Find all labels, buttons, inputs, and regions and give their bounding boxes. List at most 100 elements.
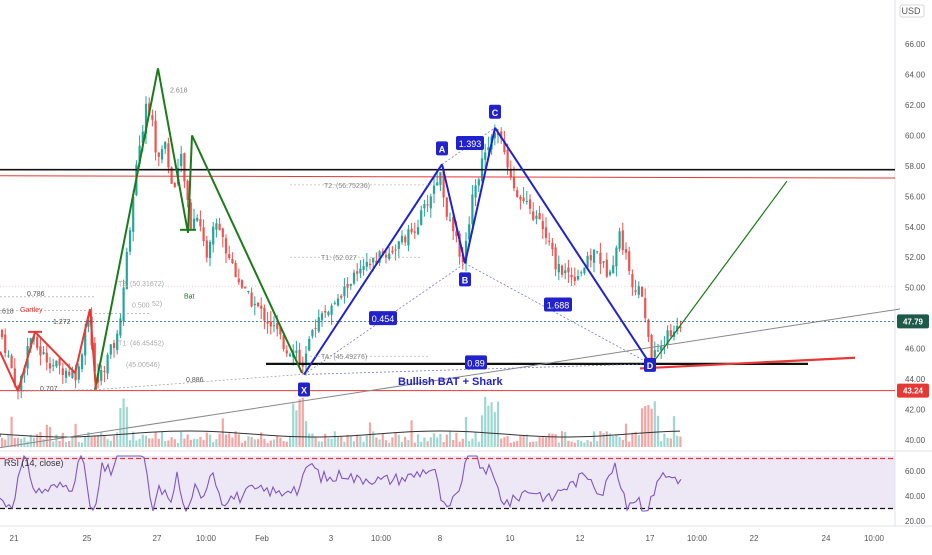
- volume-bar: [653, 401, 656, 447]
- candle-body: [52, 365, 55, 367]
- rsi-tick: 40.00: [905, 492, 926, 501]
- volume-bar: [349, 436, 352, 447]
- candle-body: [244, 286, 247, 289]
- candle-body: [199, 219, 202, 227]
- volume-bar: [516, 440, 519, 447]
- volume-bar: [490, 402, 493, 447]
- candle-body: [285, 350, 288, 354]
- volume-bar: [631, 432, 634, 447]
- currency-label[interactable]: USD: [901, 6, 921, 16]
- volume-bar: [160, 431, 164, 447]
- volume-bar: [618, 437, 621, 447]
- candle-body: [7, 355, 10, 357]
- volume-average-line: [0, 430, 681, 438]
- point-b-label-box: [459, 272, 471, 287]
- red-trendline: [639, 356, 856, 370]
- volume-bar: [544, 437, 548, 447]
- volume-bar: [612, 436, 615, 447]
- candle-body: [324, 310, 327, 313]
- candle-body: [484, 152, 487, 160]
- volume-bar: [404, 436, 407, 447]
- volume-bar: [586, 440, 589, 447]
- volume-bar: [148, 438, 151, 447]
- ratio-xd: 0.89: [467, 358, 485, 368]
- candle-body: [535, 215, 538, 219]
- candle-body: [612, 265, 615, 274]
- candle-body: [448, 219, 452, 221]
- candle-body: [346, 284, 349, 288]
- volume-bar: [10, 416, 13, 447]
- volume-bar: [666, 438, 669, 447]
- volume-bar: [154, 431, 157, 447]
- volume-bar: [58, 441, 61, 447]
- volume-bar: [426, 441, 429, 447]
- label-886: 0.886: [186, 377, 204, 384]
- currency-button-frame: [899, 4, 925, 18]
- candle-body: [500, 131, 503, 139]
- label-2618: 2.618: [170, 88, 188, 95]
- volume-bar: [407, 440, 410, 447]
- drawings: [0, 68, 901, 449]
- candle-body: [372, 257, 375, 263]
- volume-bar: [400, 441, 404, 447]
- price-tick: 56.00: [905, 192, 926, 201]
- candle-body: [368, 263, 372, 266]
- candle-body: [186, 180, 189, 200]
- volume-bar: [420, 441, 423, 447]
- candle-body: [528, 199, 532, 209]
- candle-body: [164, 141, 167, 149]
- volume-bar: [669, 438, 672, 447]
- price-tick: 46.00: [905, 345, 926, 354]
- volume-bar: [336, 436, 340, 447]
- left-red-leg: [89, 308, 97, 390]
- candle-body: [218, 223, 221, 231]
- candle-body: [570, 274, 573, 278]
- candle-body: [87, 319, 90, 327]
- left-pattern-leg: [94, 68, 159, 390]
- candle-body: [423, 204, 426, 209]
- candle-body: [272, 325, 276, 327]
- volume-bar: [525, 434, 528, 447]
- volume-bar: [474, 432, 477, 447]
- candle-body: [112, 342, 116, 348]
- volume-bar: [231, 437, 234, 447]
- volume-bar: [132, 431, 135, 447]
- candle-body: [122, 287, 125, 322]
- candle-body: [330, 305, 333, 315]
- volume-bar: [26, 441, 29, 447]
- candle-body: [544, 227, 548, 238]
- candle-body: [452, 217, 455, 231]
- candle-body: [349, 283, 352, 287]
- candle-body: [426, 204, 429, 206]
- volume-bar: [205, 432, 208, 447]
- volume-bar: [144, 435, 148, 447]
- candle-body: [212, 226, 215, 245]
- volume-bar: [330, 438, 333, 447]
- candle-body: [189, 202, 192, 229]
- volume-bar: [208, 434, 212, 447]
- volume-bar: [384, 440, 388, 447]
- candle-body: [631, 274, 634, 288]
- volume-bar: [52, 441, 55, 447]
- volume-bar: [93, 435, 96, 447]
- candle-body: [669, 330, 672, 337]
- candle-body: [439, 172, 442, 185]
- candle-body: [560, 265, 564, 275]
- volume-bar: [71, 437, 74, 447]
- volume-bar: [608, 433, 612, 447]
- candle-body: [429, 196, 432, 209]
- volume-bar: [471, 438, 474, 447]
- volume-bar: [640, 408, 644, 447]
- label-618: .618: [0, 309, 14, 316]
- candle-body: [68, 371, 71, 376]
- time-tick: 25: [83, 534, 92, 543]
- point-a-label: A: [439, 144, 446, 154]
- label-bat: Bat: [184, 293, 195, 300]
- left-red-leg: [0, 351, 19, 392]
- volume-bar: [157, 438, 160, 447]
- candle-body: [509, 169, 512, 177]
- candle-body: [576, 276, 580, 280]
- volume-bar: [340, 436, 343, 447]
